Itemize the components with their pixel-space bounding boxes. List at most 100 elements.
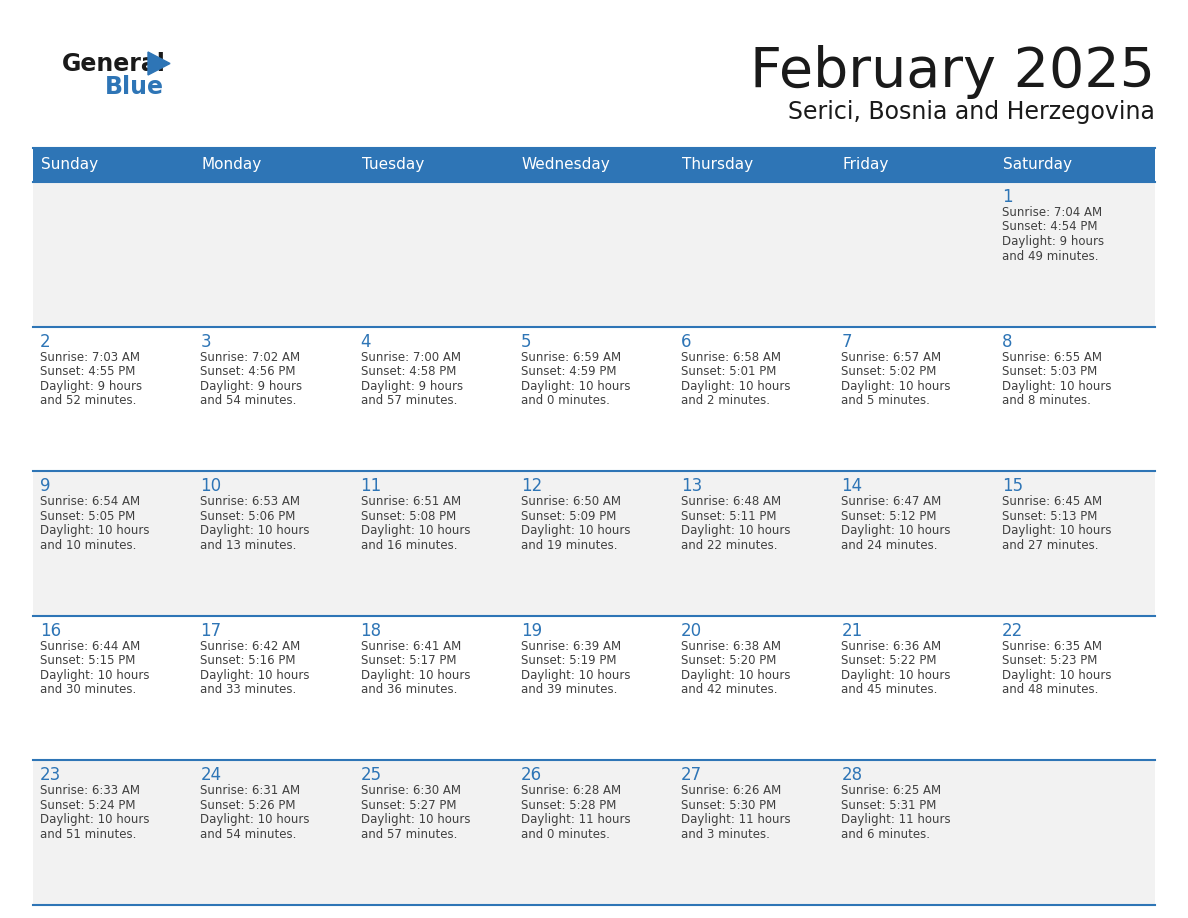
- Text: Daylight: 10 hours: Daylight: 10 hours: [841, 380, 950, 393]
- Text: 4: 4: [361, 332, 371, 351]
- Text: Sunset: 5:16 PM: Sunset: 5:16 PM: [201, 655, 296, 667]
- Text: Sunrise: 7:00 AM: Sunrise: 7:00 AM: [361, 351, 461, 364]
- Text: and 54 minutes.: and 54 minutes.: [201, 828, 297, 841]
- Text: 5: 5: [520, 332, 531, 351]
- Text: Daylight: 10 hours: Daylight: 10 hours: [841, 669, 950, 682]
- Text: and 57 minutes.: and 57 minutes.: [361, 394, 457, 407]
- Text: Sunrise: 6:58 AM: Sunrise: 6:58 AM: [681, 351, 782, 364]
- Text: 18: 18: [361, 621, 381, 640]
- Text: 3: 3: [201, 332, 211, 351]
- Text: Daylight: 9 hours: Daylight: 9 hours: [1001, 235, 1104, 248]
- Text: Daylight: 10 hours: Daylight: 10 hours: [40, 524, 150, 537]
- Text: Daylight: 10 hours: Daylight: 10 hours: [681, 524, 791, 537]
- Text: Daylight: 10 hours: Daylight: 10 hours: [520, 380, 631, 393]
- Text: Sunrise: 7:04 AM: Sunrise: 7:04 AM: [1001, 206, 1101, 219]
- Text: Sunrise: 6:30 AM: Sunrise: 6:30 AM: [361, 784, 461, 798]
- Text: Sunrise: 6:38 AM: Sunrise: 6:38 AM: [681, 640, 782, 653]
- Text: Daylight: 10 hours: Daylight: 10 hours: [520, 524, 631, 537]
- Text: and 36 minutes.: and 36 minutes.: [361, 683, 457, 696]
- Text: Daylight: 10 hours: Daylight: 10 hours: [201, 813, 310, 826]
- Text: Sunset: 5:05 PM: Sunset: 5:05 PM: [40, 509, 135, 522]
- Text: and 16 minutes.: and 16 minutes.: [361, 539, 457, 552]
- Bar: [33, 616, 1155, 760]
- Text: and 48 minutes.: and 48 minutes.: [1001, 683, 1098, 696]
- Text: Sunrise: 6:51 AM: Sunrise: 6:51 AM: [361, 495, 461, 509]
- Text: Serici, Bosnia and Herzegovina: Serici, Bosnia and Herzegovina: [788, 100, 1155, 124]
- Text: 16: 16: [40, 621, 61, 640]
- Text: Daylight: 10 hours: Daylight: 10 hours: [40, 669, 150, 682]
- Text: 28: 28: [841, 767, 862, 784]
- Text: and 8 minutes.: and 8 minutes.: [1001, 394, 1091, 407]
- Text: 1: 1: [1001, 188, 1012, 206]
- Text: Daylight: 10 hours: Daylight: 10 hours: [361, 813, 470, 826]
- Text: 12: 12: [520, 477, 542, 495]
- Bar: [33, 182, 1155, 327]
- Text: Sunset: 5:01 PM: Sunset: 5:01 PM: [681, 365, 777, 378]
- Text: Daylight: 10 hours: Daylight: 10 hours: [681, 669, 791, 682]
- Text: Sunrise: 7:03 AM: Sunrise: 7:03 AM: [40, 351, 140, 364]
- Text: Sunset: 5:23 PM: Sunset: 5:23 PM: [1001, 655, 1097, 667]
- Text: and 42 minutes.: and 42 minutes.: [681, 683, 778, 696]
- Text: Sunset: 4:56 PM: Sunset: 4:56 PM: [201, 365, 296, 378]
- Text: Sunset: 5:17 PM: Sunset: 5:17 PM: [361, 655, 456, 667]
- Text: Sunset: 4:58 PM: Sunset: 4:58 PM: [361, 365, 456, 378]
- Text: Sunset: 5:08 PM: Sunset: 5:08 PM: [361, 509, 456, 522]
- Text: Sunrise: 6:50 AM: Sunrise: 6:50 AM: [520, 495, 621, 509]
- Text: Sunrise: 6:57 AM: Sunrise: 6:57 AM: [841, 351, 942, 364]
- Text: Sunset: 4:55 PM: Sunset: 4:55 PM: [40, 365, 135, 378]
- Text: 24: 24: [201, 767, 221, 784]
- Text: General: General: [62, 52, 166, 76]
- Text: Sunset: 5:24 PM: Sunset: 5:24 PM: [40, 799, 135, 812]
- Text: and 0 minutes.: and 0 minutes.: [520, 828, 609, 841]
- Text: 2: 2: [40, 332, 51, 351]
- Text: Sunset: 5:15 PM: Sunset: 5:15 PM: [40, 655, 135, 667]
- Text: 8: 8: [1001, 332, 1012, 351]
- Text: Sunrise: 6:39 AM: Sunrise: 6:39 AM: [520, 640, 621, 653]
- Text: and 10 minutes.: and 10 minutes.: [40, 539, 137, 552]
- Text: Daylight: 10 hours: Daylight: 10 hours: [40, 813, 150, 826]
- Text: Sunset: 5:06 PM: Sunset: 5:06 PM: [201, 509, 296, 522]
- Text: 10: 10: [201, 477, 221, 495]
- Text: Sunset: 5:22 PM: Sunset: 5:22 PM: [841, 655, 937, 667]
- Text: and 24 minutes.: and 24 minutes.: [841, 539, 939, 552]
- Text: Sunset: 5:31 PM: Sunset: 5:31 PM: [841, 799, 937, 812]
- Text: Daylight: 11 hours: Daylight: 11 hours: [520, 813, 631, 826]
- Text: Blue: Blue: [105, 75, 164, 99]
- Text: 6: 6: [681, 332, 691, 351]
- Text: and 3 minutes.: and 3 minutes.: [681, 828, 770, 841]
- Text: Sunrise: 7:02 AM: Sunrise: 7:02 AM: [201, 351, 301, 364]
- Text: 13: 13: [681, 477, 702, 495]
- Text: Sunset: 5:03 PM: Sunset: 5:03 PM: [1001, 365, 1097, 378]
- Text: and 49 minutes.: and 49 minutes.: [1001, 250, 1098, 263]
- Bar: [33, 471, 1155, 616]
- Text: Sunrise: 6:33 AM: Sunrise: 6:33 AM: [40, 784, 140, 798]
- Text: Sunset: 5:19 PM: Sunset: 5:19 PM: [520, 655, 617, 667]
- Text: Wednesday: Wednesday: [522, 158, 611, 173]
- Text: Daylight: 10 hours: Daylight: 10 hours: [361, 669, 470, 682]
- Text: 25: 25: [361, 767, 381, 784]
- Text: Sunset: 5:27 PM: Sunset: 5:27 PM: [361, 799, 456, 812]
- Bar: [33, 148, 194, 182]
- Text: Daylight: 10 hours: Daylight: 10 hours: [520, 669, 631, 682]
- Bar: [514, 148, 674, 182]
- Text: Daylight: 10 hours: Daylight: 10 hours: [681, 380, 791, 393]
- Text: and 2 minutes.: and 2 minutes.: [681, 394, 770, 407]
- Bar: [674, 148, 834, 182]
- Text: and 54 minutes.: and 54 minutes.: [201, 394, 297, 407]
- Text: Monday: Monday: [201, 158, 261, 173]
- Text: Friday: Friday: [842, 158, 889, 173]
- Text: Daylight: 10 hours: Daylight: 10 hours: [1001, 669, 1111, 682]
- Text: and 19 minutes.: and 19 minutes.: [520, 539, 618, 552]
- Text: February 2025: February 2025: [750, 45, 1155, 99]
- Text: Sunset: 5:13 PM: Sunset: 5:13 PM: [1001, 509, 1097, 522]
- Text: Daylight: 11 hours: Daylight: 11 hours: [681, 813, 791, 826]
- Text: and 52 minutes.: and 52 minutes.: [40, 394, 137, 407]
- Text: 15: 15: [1001, 477, 1023, 495]
- Text: 21: 21: [841, 621, 862, 640]
- Text: Sunset: 4:54 PM: Sunset: 4:54 PM: [1001, 220, 1098, 233]
- Text: 26: 26: [520, 767, 542, 784]
- Text: Sunset: 5:26 PM: Sunset: 5:26 PM: [201, 799, 296, 812]
- Text: 19: 19: [520, 621, 542, 640]
- Bar: [33, 760, 1155, 905]
- Text: and 30 minutes.: and 30 minutes.: [40, 683, 137, 696]
